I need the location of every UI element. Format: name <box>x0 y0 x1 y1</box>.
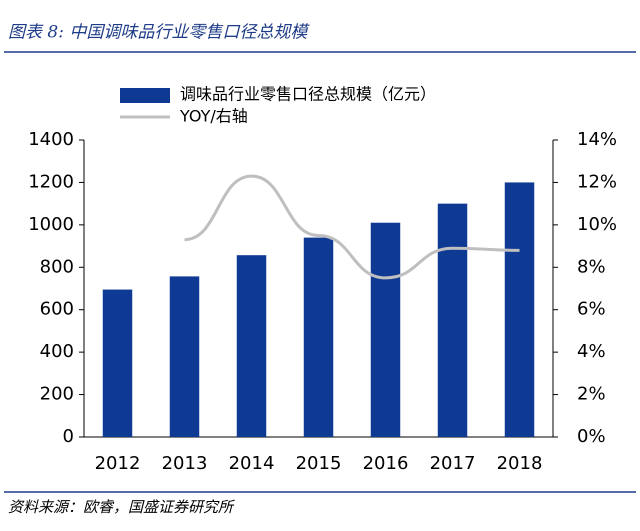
bar <box>303 237 334 437</box>
y2-tick-label: 14% <box>577 129 617 150</box>
x-tick-label: 2012 <box>95 453 141 474</box>
bar <box>504 182 535 437</box>
bar <box>102 289 133 437</box>
line <box>184 174 520 280</box>
y2-tick-label: 6% <box>577 299 606 320</box>
y2-tick-label: 2% <box>577 384 606 405</box>
y2-tick-label: 10% <box>577 214 617 235</box>
y-tick-label: 600 <box>40 299 74 320</box>
chart-title: 图表 8: 中国调味品行业零售口径总规模 <box>8 23 310 43</box>
x-tick-label: 2016 <box>363 453 409 474</box>
bar <box>370 222 401 437</box>
y2-tick-label: 12% <box>577 171 617 192</box>
y2-tick-label: 4% <box>577 341 606 362</box>
x-tick-label: 2014 <box>229 453 275 474</box>
legend-label: 调味品行业零售口径总规模（亿元） <box>180 85 436 104</box>
y-tick-label: 0 <box>63 426 74 447</box>
x-tick-label: 2018 <box>497 453 543 474</box>
y-tick-label: 1400 <box>28 129 74 150</box>
bar <box>236 255 267 437</box>
bar <box>169 276 200 437</box>
x-tick-label: 2017 <box>430 453 476 474</box>
x-tick-label: 2015 <box>296 453 342 474</box>
y-tick-label: 1200 <box>28 171 74 192</box>
y-tick-label: 800 <box>40 256 74 277</box>
legend-label: YOY/右轴 <box>179 107 248 126</box>
y-tick-label: 1000 <box>28 214 74 235</box>
source: 资料来源：欧睿，国盛证券研究所 <box>8 498 235 516</box>
y2-tick-label: 8% <box>577 256 606 277</box>
y2-tick-label: 0% <box>577 426 606 447</box>
x-tick-label: 2013 <box>162 453 208 474</box>
bar <box>437 203 468 437</box>
y-tick-label: 400 <box>40 341 74 362</box>
legend-swatch <box>120 88 170 103</box>
y-tick-label: 200 <box>40 384 74 405</box>
